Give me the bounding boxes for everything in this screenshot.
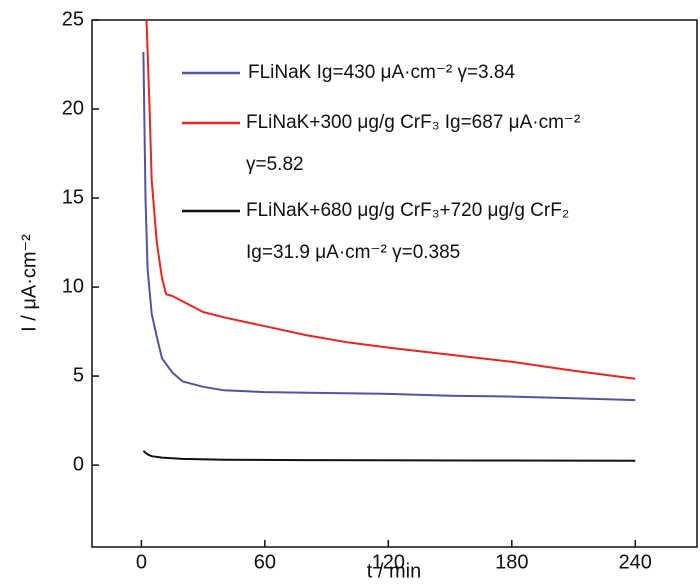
legend-entry: FLiNaK+680 μg/g CrF₃+720 μg/g CrF₂ Ig=31… bbox=[246, 200, 570, 263]
x-axis-label: t / min bbox=[367, 560, 421, 582]
y-tick-label: 5 bbox=[73, 364, 84, 386]
series-line bbox=[145, 20, 636, 380]
legend-entry: FLiNaK+300 μg/g CrF₃ Ig=687 μA·cm⁻² γ=5.… bbox=[246, 112, 581, 175]
x-tick-label: 0 bbox=[136, 551, 147, 573]
y-tick-label: 15 bbox=[62, 186, 84, 208]
series-line bbox=[142, 51, 636, 402]
x-tick-label: 180 bbox=[495, 551, 528, 573]
legend-entry: FLiNaK Ig=430 μA·cm⁻² γ=3.84 bbox=[248, 62, 516, 83]
plot-frame bbox=[91, 19, 698, 548]
y-axis-label: I / μA·cm⁻² bbox=[18, 234, 40, 332]
x-tick-label: 240 bbox=[619, 551, 652, 573]
y-tick-label: 10 bbox=[62, 275, 84, 297]
y-tick-label: 20 bbox=[62, 97, 84, 119]
x-tick-label: 60 bbox=[254, 551, 276, 573]
series-line bbox=[142, 450, 636, 462]
y-tick-label: 25 bbox=[62, 8, 84, 30]
x-tick-label: 120 bbox=[372, 551, 405, 573]
y-tick-label: 0 bbox=[73, 453, 84, 475]
